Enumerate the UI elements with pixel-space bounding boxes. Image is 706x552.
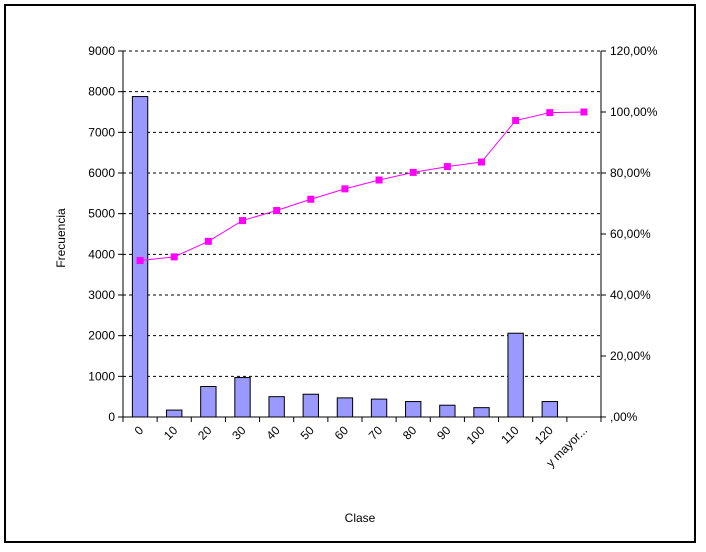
x-tick-label: 10 [161, 423, 181, 443]
y-tick-label: 9000 [88, 44, 115, 58]
bar [234, 377, 251, 418]
x-tick-label: 70 [366, 423, 386, 443]
y2-tick-label: 60,00% [610, 227, 651, 241]
x-tick-label: 80 [400, 423, 420, 443]
line-marker [546, 109, 554, 117]
y-tick-label: 0 [108, 410, 115, 424]
y2-tick-label: 40,00% [610, 288, 651, 302]
line-marker [273, 207, 281, 215]
line-marker [409, 168, 417, 176]
gridlines [123, 50, 601, 377]
bar [370, 398, 388, 418]
bar-series [131, 96, 558, 418]
bar [302, 393, 319, 418]
line-marker [239, 217, 246, 225]
x-tick-label: 20 [195, 423, 215, 443]
y2-tick-label: 20,00% [610, 349, 651, 363]
axes: 0100020003000400050006000700080009000,00… [88, 44, 657, 470]
x-tick-label: 110 [498, 423, 522, 447]
y-tick-label: 6000 [88, 166, 115, 180]
y-tick-label: 3000 [88, 288, 115, 302]
y2-tick-label: 100,00% [610, 105, 658, 119]
bar [473, 407, 490, 418]
line-series [136, 108, 588, 265]
y-tick-label: 1000 [88, 369, 115, 383]
bar [405, 401, 422, 418]
x-tick-label: 100 [464, 423, 488, 447]
line-marker [375, 176, 383, 184]
bar [200, 386, 217, 418]
x-tick-label: 90 [434, 423, 454, 443]
chart: 0100020003000400050006000700080009000,00… [54, 44, 658, 525]
x-tick-label: 50 [298, 423, 318, 443]
bar [268, 396, 285, 418]
line-marker [136, 257, 144, 265]
line-marker [478, 158, 485, 166]
x-axis-title: Clase [345, 511, 376, 525]
line-marker [443, 163, 451, 171]
chart-frame: 0 1000 2000 3000 4000 5000 6000 7000 8000 9000,00… [4, 4, 696, 543]
bar [541, 401, 558, 418]
y2-tick-label: ,00% [610, 410, 638, 424]
line-marker [512, 117, 520, 125]
y-tick-label: 4000 [88, 247, 115, 261]
x-tick-label: 30 [229, 423, 249, 443]
y2-tick-label: 120,00% [610, 44, 658, 58]
y-tick-label: 7000 [88, 125, 115, 139]
y-tick-label: 5000 [88, 207, 115, 221]
line-marker [341, 185, 349, 193]
bar [131, 96, 149, 418]
y2-tick-label: 80,00% [610, 166, 651, 180]
x-tick-label: 120 [532, 423, 556, 447]
x-tick-label: 60 [332, 423, 352, 443]
cumulative-line [140, 111, 584, 262]
bar [336, 397, 354, 418]
x-tick-label: 40 [263, 423, 283, 443]
line-marker [204, 237, 212, 245]
bar [439, 404, 456, 418]
line-marker [307, 195, 315, 203]
bar [507, 332, 524, 418]
y-tick-label: 2000 [88, 329, 115, 343]
y-axis-title: Frecuencia [54, 208, 68, 268]
line-marker [580, 108, 588, 116]
bar [166, 409, 183, 418]
y-tick-label: 8000 [88, 85, 115, 99]
x-tick-label: 0 [132, 423, 147, 438]
line-marker [170, 253, 178, 261]
